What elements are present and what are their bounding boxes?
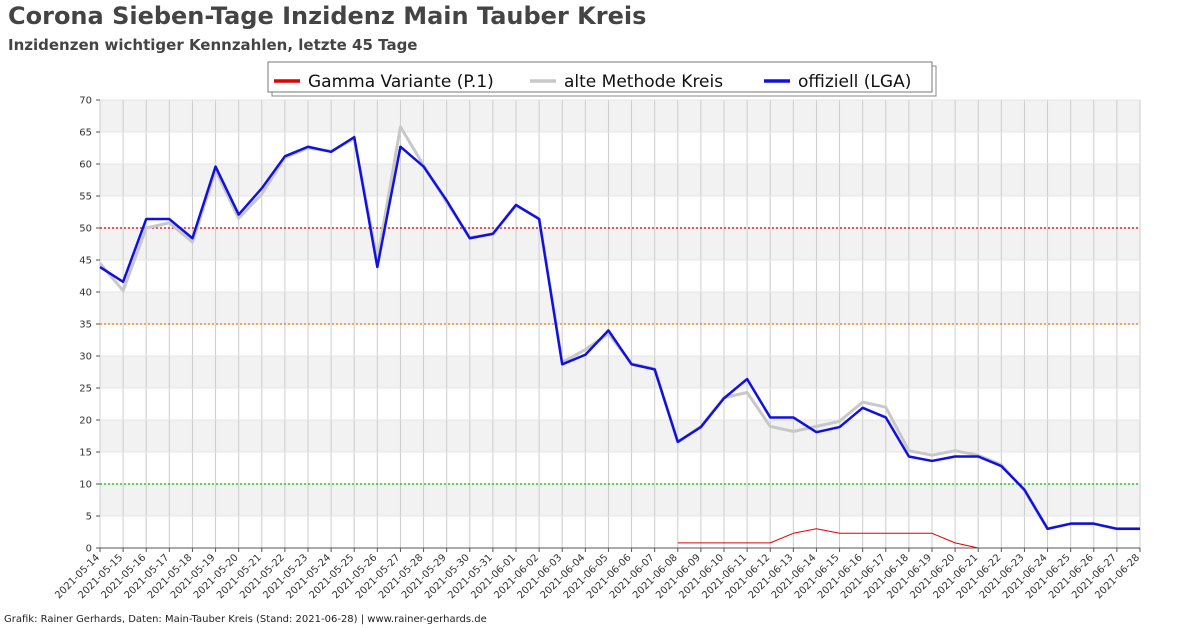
- y-tick-label: 10: [79, 480, 92, 491]
- legend-label-alt: alte Methode Kreis: [564, 72, 723, 92]
- y-tick-label: 0: [86, 544, 92, 555]
- chart-subtitle: Inzidenzen wichtiger Kennzahlen, letzte …: [8, 36, 418, 54]
- y-tick-label: 65: [79, 128, 92, 139]
- y-tick-label: 15: [79, 448, 92, 459]
- y-tick-label: 5: [86, 512, 92, 523]
- legend: Gamma Variante (P.1) alte Methode Kreis of…: [267, 61, 937, 97]
- y-tick-label: 25: [79, 384, 92, 395]
- x-axis-ticks: 2021-05-142021-05-152021-05-162021-05-17…: [53, 548, 1142, 601]
- y-tick-label: 35: [79, 320, 92, 331]
- offiziell-lga-line: [99, 135, 1140, 531]
- y-tick-label: 20: [79, 416, 92, 427]
- background-band: [100, 164, 1140, 196]
- threshold-lines: [100, 227, 1140, 485]
- legend-label-gamma: Gamma Variante (P.1): [308, 72, 494, 92]
- y-tick-label: 30: [79, 352, 92, 363]
- y-tick-label: 70: [79, 96, 92, 107]
- legend-label-official: offiziell (LGA): [798, 72, 911, 92]
- y-tick-label: 50: [79, 224, 92, 235]
- background-band: [100, 420, 1140, 452]
- y-tick-label: 55: [79, 192, 92, 203]
- y-axis-ticks: 0 5 10 15 20 25 30 35 40 45 50 55 60 65 70: [79, 96, 100, 555]
- background-band: [100, 100, 1140, 132]
- gamma-variant-line: [677, 528, 979, 549]
- chart-title: Corona Sieben-Tage Inzidenz Main Tauber …: [8, 2, 647, 30]
- footer-credit: Grafik: Rainer Gerhards, Daten: Main-Tau…: [4, 614, 487, 625]
- background-band: [100, 356, 1140, 388]
- background-band: [100, 292, 1140, 324]
- y-tick-label: 60: [79, 160, 92, 171]
- background-band: [100, 228, 1140, 260]
- y-tick-label: 45: [79, 256, 92, 267]
- data-series: [98, 125, 1140, 549]
- y-tick-label: 40: [79, 288, 92, 299]
- background-bands: [100, 100, 1140, 516]
- background-band: [100, 484, 1140, 516]
- legend-box: [267, 61, 933, 93]
